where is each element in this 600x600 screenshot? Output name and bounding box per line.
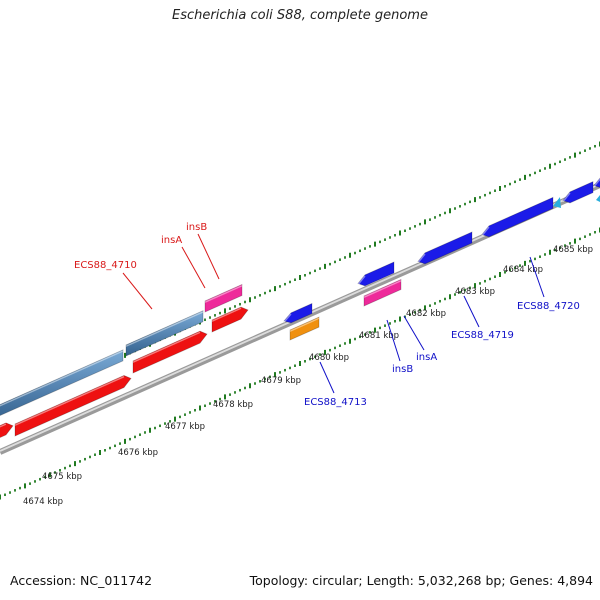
scale-label: 4676 kbp bbox=[118, 448, 158, 458]
gene-label: ECS88_4713 bbox=[304, 397, 367, 408]
gene-feature-red-2-bevel bbox=[14, 376, 125, 426]
gene-feature-orange-bevel bbox=[289, 317, 320, 332]
label-leader-line bbox=[463, 295, 480, 328]
gene-feature-blue-3 bbox=[417, 231, 473, 265]
gene-feature-steel-2 bbox=[125, 310, 204, 357]
gene-feature-steel-1 bbox=[0, 349, 124, 416]
gene-feature-ins-lower-bevel bbox=[363, 280, 402, 298]
scale-label: 4678 kbp bbox=[213, 400, 253, 410]
scale-label: 4675 kbp bbox=[42, 472, 82, 482]
scale-label: 4683 kbp bbox=[455, 287, 495, 297]
gene-feature-blue-4 bbox=[481, 196, 554, 238]
gene-feature-steel-2-bevel bbox=[125, 311, 204, 347]
gene-feature-blue-5-bevel bbox=[562, 192, 571, 203]
gene-feature-blue-5 bbox=[562, 181, 594, 204]
gene-feature-red-1 bbox=[0, 422, 14, 438]
inner-tick-ring bbox=[0, 227, 600, 500]
scale-label: 4674 kbp bbox=[23, 497, 63, 507]
gene-features bbox=[0, 177, 600, 438]
gene-feature-red-3-bevel bbox=[132, 331, 201, 363]
gene-feature-blue-1-bevel bbox=[283, 313, 292, 323]
trna-marker-2 bbox=[596, 195, 600, 202]
gene-label: insA bbox=[161, 235, 182, 246]
gene-feature-red-4-bevel bbox=[211, 307, 242, 322]
trna-marker bbox=[553, 197, 561, 208]
label-leader-line bbox=[319, 361, 335, 394]
label-leader-line bbox=[181, 246, 206, 289]
scale-label: 4680 kbp bbox=[309, 353, 349, 363]
gene-label: ECS88_4720 bbox=[517, 301, 580, 312]
scale-label: 4684 kbp bbox=[503, 265, 543, 275]
gene-feature-steel-1-bevel bbox=[0, 350, 124, 407]
gene-feature-red-1-bevel bbox=[0, 423, 7, 428]
label-leader-line bbox=[386, 319, 401, 362]
gene-label: insB bbox=[392, 364, 413, 375]
gene-feature-blue-3-bevel bbox=[417, 253, 426, 264]
gene-feature-blue-4-bevel bbox=[481, 226, 490, 237]
gene-label: insA bbox=[416, 352, 437, 363]
gene-feature-blue-1 bbox=[283, 302, 313, 324]
gene-feature-blue-2 bbox=[357, 261, 395, 287]
scale-label: 4685 kbp bbox=[553, 245, 593, 255]
gene-label: ECS88_4719 bbox=[451, 330, 514, 341]
gene-feature-red-2 bbox=[14, 375, 132, 437]
label-leader-line bbox=[197, 233, 220, 280]
gene-feature-blue-2-bevel bbox=[357, 275, 366, 286]
map-title: Escherichia coli S88, complete genome bbox=[172, 8, 428, 23]
accession-text: Accession: NC_011742 bbox=[10, 573, 153, 588]
label-leader-line bbox=[403, 315, 425, 351]
scale-labels: 4674 kbp 4675 kbp 4676 kbp 4677 kbp 4678 kbp… bbox=[23, 245, 593, 507]
gene-label: insB bbox=[186, 222, 207, 233]
gene-labels: ECS88_4710insAinsBECS88_4713insBinsAECS8… bbox=[74, 222, 580, 408]
gene-feature-red-4 bbox=[211, 306, 249, 333]
gene-label: ECS88_4710 bbox=[74, 260, 137, 271]
gene-feature-insB-upper bbox=[204, 283, 243, 313]
label-leader-line bbox=[529, 256, 545, 298]
gene-feature-red-3 bbox=[132, 330, 208, 374]
gene-feature-ins-lower bbox=[363, 278, 402, 307]
scale-label: 4682 kbp bbox=[406, 309, 446, 319]
gene-feature-orange bbox=[289, 316, 320, 341]
gene-feature-insB-upper-bevel bbox=[204, 285, 243, 303]
genome-summary-text: Topology: circular; Length: 5,032,268 bp… bbox=[249, 573, 593, 588]
scale-label: 4681 kbp bbox=[359, 331, 399, 341]
label-leader-line bbox=[122, 272, 153, 310]
scale-label: 4677 kbp bbox=[165, 422, 205, 432]
scale-label: 4679 kbp bbox=[261, 376, 301, 386]
